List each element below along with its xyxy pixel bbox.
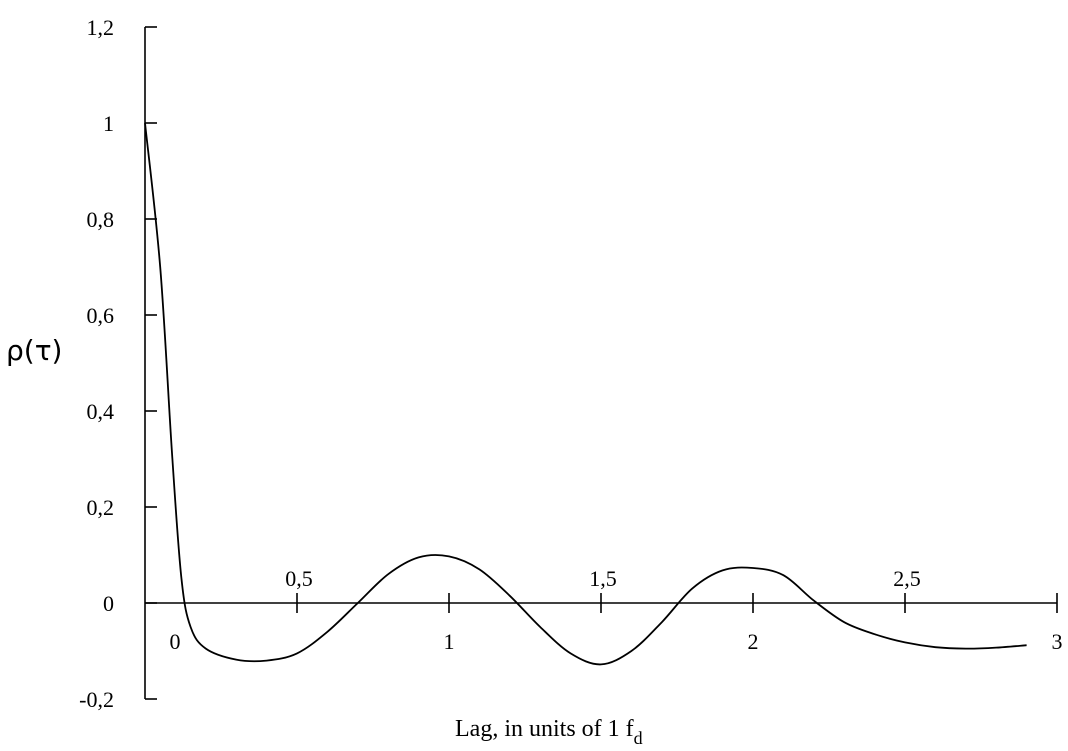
x-tick-label-1: 1 bbox=[444, 629, 455, 654]
y-tick-label-5: 0,8 bbox=[87, 207, 115, 232]
y-tick-label-1: 0 bbox=[103, 591, 114, 616]
y-tick-label-6: 1 bbox=[103, 111, 114, 136]
x-tick-label-mid-0: 0,5 bbox=[285, 566, 313, 591]
x-axis-label-subscript: d bbox=[634, 728, 643, 748]
x-axis-label-main: Lag, in units of 1 f bbox=[455, 716, 634, 742]
x-ticks: 0 1 2 3 0,5 1,5 2,5 bbox=[170, 566, 1063, 654]
y-tick-label-0: -0,2 bbox=[79, 687, 114, 712]
x-axis-label: Lag, in units of 1 fd bbox=[455, 716, 643, 748]
x-tick-label-0: 0 bbox=[170, 629, 181, 654]
y-tick-label-2: 0,2 bbox=[87, 495, 115, 520]
y-tick-label-3: 0,4 bbox=[87, 399, 115, 424]
x-tick-label-2: 2 bbox=[748, 629, 759, 654]
y-tick-label-7: 1,2 bbox=[87, 15, 115, 40]
x-tick-label-mid-1: 1,5 bbox=[589, 566, 617, 591]
y-axis-label: ρ(τ) bbox=[6, 334, 62, 367]
x-tick-label-mid-2: 2,5 bbox=[893, 566, 921, 591]
x-tick-label-3: 3 bbox=[1052, 629, 1063, 654]
y-tick-label-4: 0,6 bbox=[87, 303, 115, 328]
